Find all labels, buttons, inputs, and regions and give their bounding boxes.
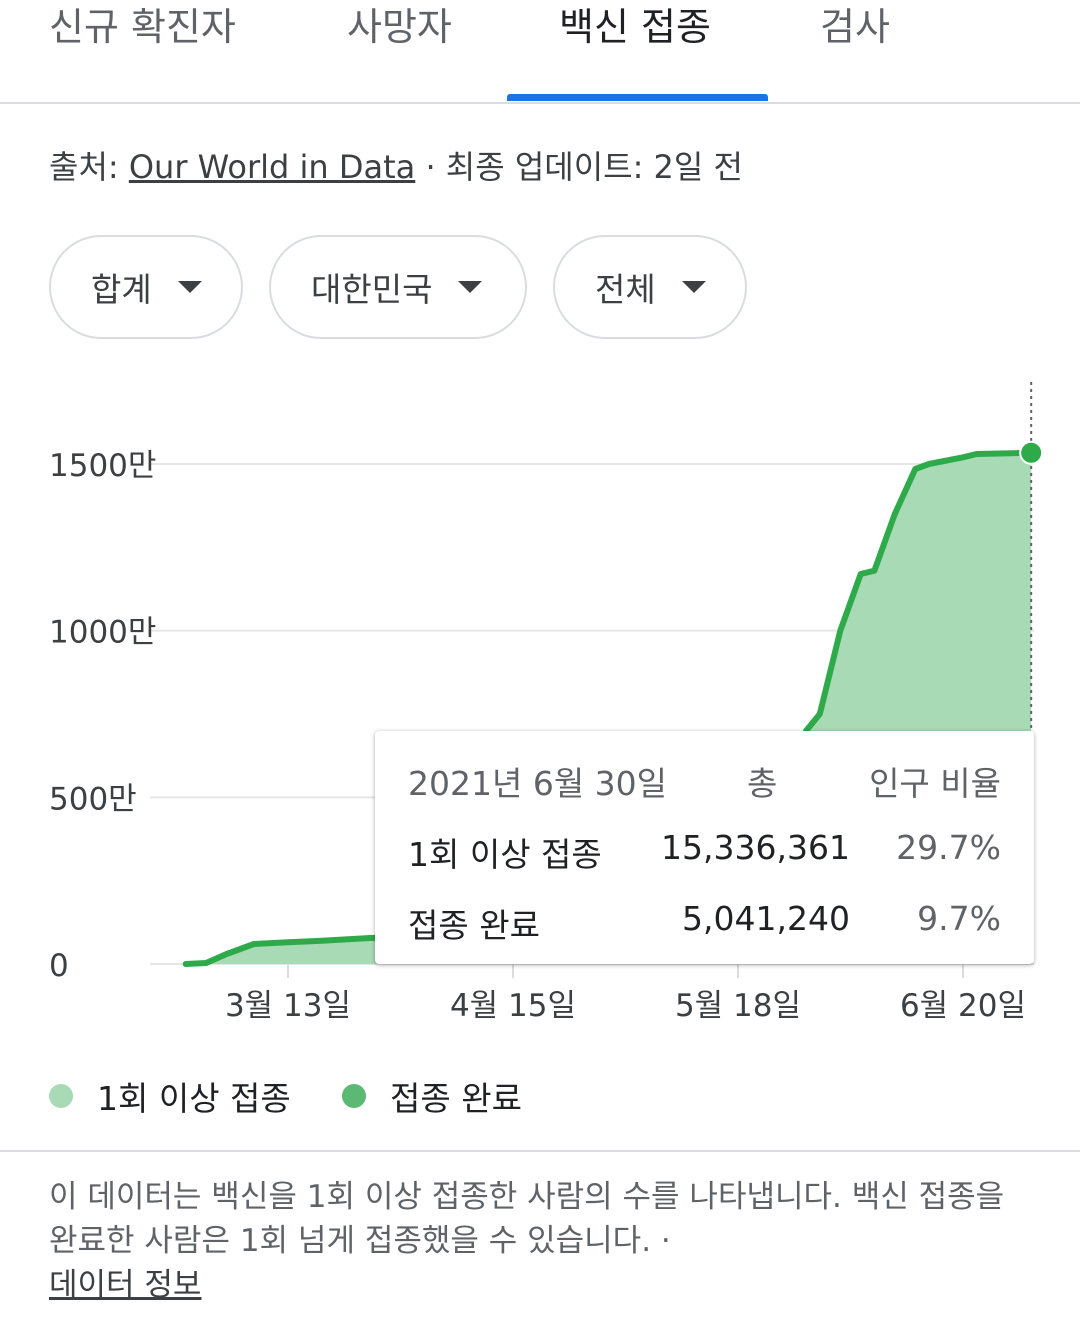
y-tick-label: 1000만 (49, 615, 156, 651)
y-tick-label: 0 (49, 948, 69, 984)
y-tick-label: 500만 (49, 781, 137, 817)
data-info-link[interactable]: 데이터 정보 (49, 1267, 202, 1303)
x-tick-label: 4월 15일 (450, 988, 576, 1024)
filter-region-label: 대한민국 (311, 270, 433, 309)
filter-total-dropdown[interactable]: 합계 (49, 235, 243, 339)
chart-tooltip: 2021년 6월 30일 총 인구 비율 1회 이상 접종 15,336,361… (375, 731, 1034, 964)
x-tick-label: 3월 13일 (225, 988, 351, 1024)
source-line: 출처: Our World in Data · 최종 업데이트: 2일 전 (49, 142, 743, 188)
x-tick-label: 5월 18일 (675, 988, 801, 1024)
tooltip-row-ratio: 29.7% (896, 828, 1001, 867)
source-prefix: 출처: (49, 148, 129, 186)
filter-region-dropdown[interactable]: 대한민국 (269, 235, 527, 339)
footnote: 이 데이터는 백신을 1회 이상 접종한 사람의 수를 나타냅니다. 백신 접종… (49, 1175, 1039, 1307)
caret-down-icon (458, 281, 483, 293)
tooltip-row-label: 접종 완료 (408, 906, 540, 945)
caret-down-icon (177, 281, 202, 293)
hover-point (1019, 440, 1044, 465)
footnote-separator: · (651, 1223, 671, 1259)
active-tab-indicator (507, 94, 768, 101)
y-tick-label: 1500만 (49, 448, 156, 484)
legend-dot (342, 1084, 366, 1108)
tooltip-row-label: 1회 이상 접종 (408, 835, 602, 874)
tab-new-cases[interactable]: 신규 확진자 (49, 5, 236, 49)
tooltip-date: 2021년 6월 30일 (408, 764, 668, 803)
legend-label: 1회 이상 접종 (97, 1079, 291, 1118)
legend-label: 접종 완료 (390, 1079, 522, 1118)
legend-item-fully-vaccinated[interactable]: 접종 완료 (342, 1072, 522, 1120)
tooltip-row-total: 5,041,240 (682, 899, 850, 938)
tab-tests[interactable]: 검사 (820, 5, 890, 49)
tooltip-row-ratio: 9.7% (917, 899, 1001, 938)
filter-population-label: 전체 (595, 270, 656, 309)
x-tick-label: 6월 20일 (900, 988, 1026, 1024)
tab-bar: 신규 확진자 사망자 백신 접종 검사 (0, 0, 1080, 104)
tab-vaccination[interactable]: 백신 접종 (559, 5, 711, 49)
legend-item-first-dose[interactable]: 1회 이상 접종 (49, 1072, 291, 1120)
tab-deaths[interactable]: 사망자 (347, 5, 452, 49)
footnote-text: 이 데이터는 백신을 1회 이상 접종한 사람의 수를 나타냅니다. 백신 접종… (49, 1179, 1005, 1259)
tooltip-row-total: 15,336,361 (661, 828, 850, 867)
divider (0, 1150, 1080, 1152)
source-link[interactable]: Our World in Data (128, 148, 416, 186)
caret-down-icon (681, 281, 706, 293)
tooltip-col-ratio: 인구 비율 (869, 764, 1001, 803)
legend-dot (49, 1084, 73, 1108)
filter-population-dropdown[interactable]: 전체 (553, 235, 747, 339)
source-updated: · 최종 업데이트: 2일 전 (415, 148, 743, 186)
tooltip-col-total: 총 (747, 764, 778, 803)
filter-total-label: 합계 (91, 270, 152, 309)
